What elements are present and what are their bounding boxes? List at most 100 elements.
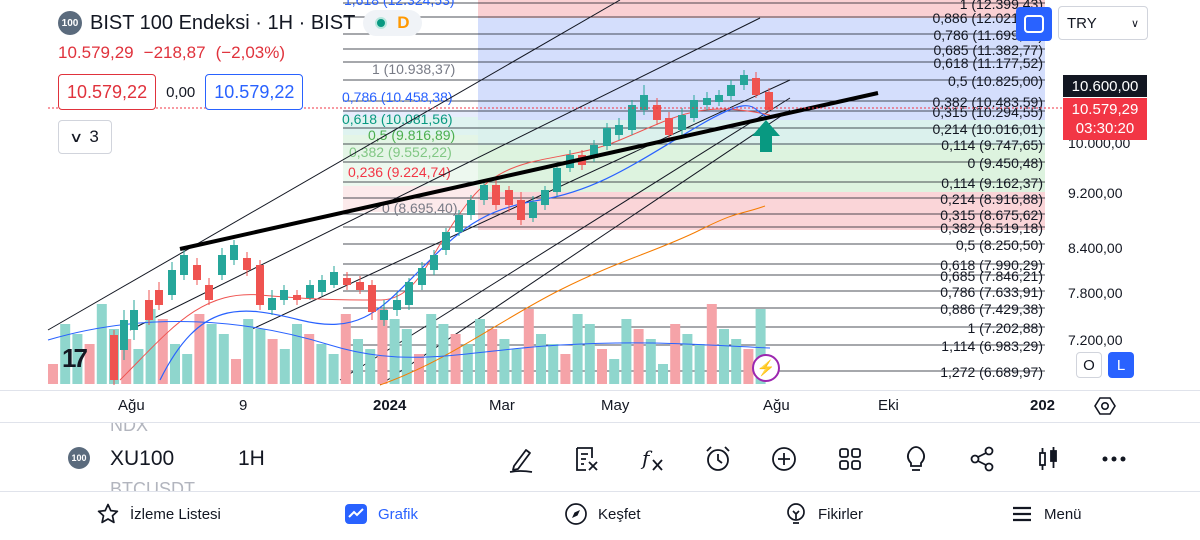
order-list-button[interactable] (571, 443, 603, 475)
support-trend-line (179, 91, 879, 251)
drawing-tool-button[interactable] (505, 443, 537, 475)
volume-bar (682, 334, 693, 384)
previous-symbol[interactable]: NDX (110, 422, 149, 435)
moving-average-slow (379, 205, 766, 386)
ideas-button[interactable] (900, 443, 932, 475)
alert-button[interactable] (702, 443, 734, 475)
candle-body (218, 255, 226, 275)
symbol-header[interactable]: 100 BIST 100 Endeksi · 1H · BIST D (58, 10, 422, 36)
volume-bar (377, 309, 388, 384)
candle-body (727, 85, 735, 96)
volume-bar (279, 349, 290, 384)
nav-ideas[interactable]: Fikirler (784, 502, 863, 526)
symbol-title[interactable]: BIST 100 Endeksi · 1H · BIST (90, 11, 356, 34)
order-list-icon (576, 447, 598, 471)
auto-scale-button[interactable]: L (1108, 352, 1134, 378)
volume-bar (645, 339, 656, 384)
volume-bar (96, 304, 107, 384)
candle-body (180, 255, 188, 275)
volume-bar (731, 339, 742, 384)
tradingview-logo[interactable]: 17 (62, 343, 88, 373)
volume-bar (572, 314, 583, 384)
time-axis-label: Ağu (118, 397, 145, 414)
layouts-icon (839, 448, 861, 470)
fib-level-label: 0,786 (11.699,05) (934, 27, 1044, 43)
last-price: 10.579,29 (58, 43, 134, 62)
fib-retracement-label: 0,786 (10.458,38) (342, 89, 453, 105)
fib-level-label: 0,214 (10.016,01) (932, 121, 1043, 137)
candle-body (418, 268, 426, 285)
symbol-selector[interactable]: XU100 (110, 447, 175, 470)
volume-bar (609, 359, 620, 384)
candle-body (193, 265, 201, 280)
time-axis-label: 202 (1030, 397, 1056, 414)
volume-bar (316, 344, 327, 384)
volume-bar (670, 324, 681, 384)
share-button[interactable] (966, 443, 998, 475)
fan-trend-line (339, 97, 791, 381)
fib-level-label: 0,382 (8.519,18) (940, 220, 1043, 236)
price-axis-label: 7.800,00 (1068, 285, 1123, 301)
candle-body (356, 282, 364, 290)
price-axis-label: 7.200,00 (1068, 332, 1123, 348)
volume-bar (621, 319, 632, 384)
chart-settings-icon[interactable] (1094, 395, 1116, 417)
price-chart[interactable]: 1 (12.399,43)0,886 (12.021,20)0,786 (11.… (0, 0, 1200, 390)
log-scale-button[interactable]: O (1076, 352, 1102, 378)
fan-trend-line (47, 0, 621, 331)
fib-level-label: 0,618 (11.177,52) (934, 55, 1044, 71)
volume-average-line (47, 321, 771, 358)
sell-button[interactable]: 10.579,22 (58, 74, 157, 110)
indicators-button[interactable]: f (636, 443, 668, 475)
indicators-icon: f (640, 446, 663, 471)
fib-level-label: 0,214 (8.916,88) (940, 191, 1043, 207)
nav-explore[interactable]: Keşfet (564, 502, 641, 526)
time-axis[interactable]: Ağu 9 2024 Mar May Ağu Eki 202 (0, 390, 1200, 422)
volume-bar (72, 334, 83, 384)
candle-body (430, 255, 438, 270)
layouts-button[interactable] (834, 443, 866, 475)
star-icon (97, 503, 119, 524)
volume-bar (389, 319, 400, 384)
fit-screen-button[interactable] (1016, 7, 1052, 41)
volume-bar (658, 364, 668, 384)
volume-bar (475, 319, 485, 384)
time-axis-label: May (601, 397, 630, 414)
currency-select[interactable]: TRY ∨ (1058, 6, 1148, 40)
add-button[interactable] (768, 443, 800, 475)
volume-bar (157, 319, 168, 384)
candle-body (665, 118, 673, 135)
indicators-collapse-button[interactable]: ∨ 3 (58, 120, 112, 154)
candle-body (368, 285, 376, 312)
symbol-toolbar: NDX 100 XU100 1H BTCUSDT f (0, 422, 1200, 492)
timeframe-selector[interactable]: 1H (238, 447, 265, 470)
price-axis-label: 8.400,00 (1068, 240, 1123, 256)
fib-level-label: 0,382 (10.483,59) (932, 94, 1043, 110)
volume-bar (706, 304, 717, 384)
candle-body (740, 75, 748, 85)
symbol-logo: 100 (58, 11, 82, 35)
volume-bar (243, 319, 254, 384)
more-button[interactable] (1098, 443, 1130, 475)
moving-average-mid (159, 105, 771, 381)
chart-type-button[interactable] (1032, 443, 1064, 475)
buy-button[interactable]: 10.579,22 (205, 74, 304, 110)
fib-retracement-label: 1,618 (12.324,53) (344, 0, 455, 8)
volume-bar (304, 334, 315, 384)
lightning-icon[interactable]: ⚡ (752, 354, 780, 382)
price-change: −218,87 (143, 43, 206, 62)
drawing-icon (509, 449, 533, 473)
nav-chart[interactable]: Grafik (344, 502, 418, 526)
market-status-pill[interactable]: D (363, 10, 422, 36)
next-symbol[interactable]: BTCUSDT (110, 479, 195, 492)
chart-pane[interactable]: 1 (12.399,43) 0,886 (12.021,20) 0,786 (11.… (0, 0, 1200, 390)
volume-bar (487, 329, 498, 384)
nav-menu[interactable]: Menü (1010, 502, 1082, 526)
candle-body (168, 270, 176, 295)
fib-level-label: 0,886 (12.021,20) (932, 10, 1043, 26)
candle-body (343, 278, 351, 285)
nav-watchlist[interactable]: İzleme Listesi (96, 502, 221, 526)
idea-bulb-icon (906, 446, 926, 471)
candle-body (230, 245, 238, 260)
fib-level-label: 0,5 (10.825,00) (948, 73, 1043, 89)
